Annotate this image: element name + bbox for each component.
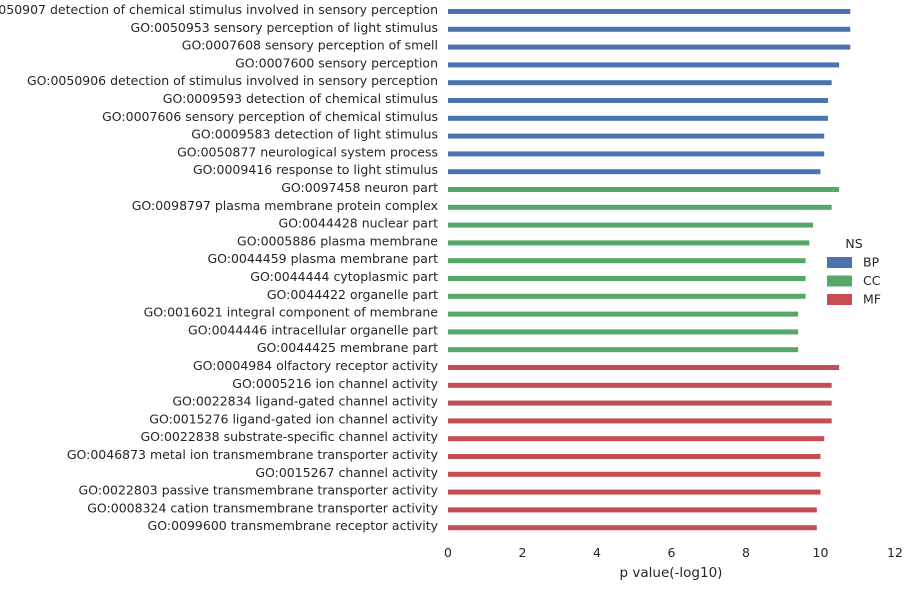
- category-label: GO:0044422 organelle part: [267, 287, 438, 302]
- bar-bp: [448, 169, 821, 175]
- bar-mf: [448, 507, 817, 513]
- x-tick-label: 12: [887, 545, 903, 560]
- x-tick-label: 0: [444, 545, 452, 560]
- category-label: GO:0009593 detection of chemical stimulu…: [163, 91, 438, 106]
- legend-swatch-bp: [827, 257, 852, 268]
- x-tick-label: 2: [519, 545, 527, 560]
- bar-mf: [448, 454, 821, 459]
- category-label: GO:0050877 neurological system process: [177, 144, 438, 159]
- category-label: GO:0022803 passive transmembrane transpo…: [79, 483, 439, 498]
- bar-bp: [448, 44, 851, 50]
- bar-bp: [448, 151, 825, 157]
- bar-bp: [448, 133, 825, 139]
- category-label: GO:0046873 metal ion transmembrane trans…: [67, 447, 439, 462]
- bar-mf: [448, 489, 821, 495]
- category-label: GO:0044425 membrane part: [257, 340, 438, 355]
- bar-mf: [448, 525, 817, 531]
- category-label: GO:0050907 detection of chemical stimulu…: [0, 2, 438, 17]
- category-label: GO:0044446 intracellular organelle part: [188, 322, 438, 337]
- category-label: GO:0008324 cation transmembrane transpor…: [87, 500, 438, 515]
- bar-mf: [448, 471, 821, 477]
- legend-label-bp: BP: [863, 255, 880, 270]
- category-label: GO:0015267 channel activity: [255, 465, 438, 480]
- bar-cc: [448, 347, 799, 353]
- bar-mf: [448, 382, 832, 388]
- category-label: GO:0022838 substrate-specific channel ac…: [140, 429, 438, 444]
- legend-title: NS: [845, 236, 862, 251]
- bar-cc: [448, 187, 840, 192]
- bar-bp: [448, 115, 828, 121]
- category-label: GO:0009416 response to light stimulus: [193, 162, 438, 177]
- category-label: GO:0004984 olfactory receptor activity: [193, 358, 439, 373]
- x-tick-label: 8: [742, 545, 750, 560]
- category-label: GO:0016021 integral component of membran…: [144, 305, 439, 320]
- bar-cc: [448, 293, 806, 299]
- legend-label-mf: MF: [863, 292, 881, 307]
- category-label: GO:0005886 plasma membrane: [237, 233, 438, 248]
- category-label: GO:0044459 plasma membrane part: [207, 251, 438, 266]
- category-label: GO:0044444 cytoplasmic part: [250, 269, 438, 284]
- bar-cc: [448, 222, 814, 228]
- x-tick-label: 6: [668, 545, 676, 560]
- legend-swatch-cc: [827, 275, 852, 287]
- x-axis-ticks: 0 2 4 6 8 10 12: [444, 545, 903, 560]
- bar-cc: [448, 258, 806, 264]
- bar-bp: [448, 62, 840, 68]
- bar-cc: [448, 329, 799, 335]
- bar-bp: [448, 26, 851, 32]
- bar-mf: [448, 436, 825, 442]
- bars-layer: [448, 9, 851, 531]
- legend-label-cc: CC: [863, 273, 881, 288]
- bar-bp: [448, 9, 851, 14]
- category-label: GO:0015276 ligand-gated ion channel acti…: [149, 411, 438, 426]
- bar-mf: [448, 418, 832, 424]
- legend: NS BP CC MF: [827, 236, 881, 307]
- x-tick-label: 10: [813, 545, 829, 560]
- category-label: GO:0044428 nuclear part: [279, 216, 439, 231]
- category-label: GO:0098797 plasma membrane protein compl…: [132, 198, 438, 213]
- bar-cc: [448, 204, 832, 210]
- bar-bp: [448, 80, 832, 86]
- category-label: GO:0099600 transmembrane receptor activi…: [148, 518, 439, 533]
- bar-mf: [448, 400, 832, 406]
- legend-entries: BP CC MF: [827, 255, 881, 307]
- bar-mf: [448, 365, 840, 370]
- legend-swatch-mf: [827, 294, 852, 305]
- category-label: GO:0050906 detection of stimulus involve…: [27, 73, 438, 88]
- bar-cc: [448, 276, 806, 281]
- category-label: GO:0022834 ligand-gated channel activity: [172, 394, 438, 409]
- x-axis-label: p value(-log10): [620, 565, 723, 581]
- category-labels: GO:0050907 detection of chemical stimulu…: [0, 2, 439, 533]
- bar-bp: [448, 98, 828, 103]
- category-label: GO:0007608 sensory perception of smell: [182, 38, 438, 53]
- bar-cc: [448, 311, 799, 317]
- category-label: GO:0009583 detection of light stimulus: [191, 127, 438, 142]
- category-label: GO:0005216 ion channel activity: [232, 376, 438, 391]
- category-label: GO:0007600 sensory perception: [235, 55, 438, 70]
- category-label: GO:0097458 neuron part: [281, 180, 438, 195]
- x-tick-label: 4: [593, 545, 601, 560]
- category-label: GO:0050953 sensory perception of light s…: [131, 20, 438, 35]
- bar-cc: [448, 240, 810, 246]
- category-label: GO:0007606 sensory perception of chemica…: [102, 109, 438, 124]
